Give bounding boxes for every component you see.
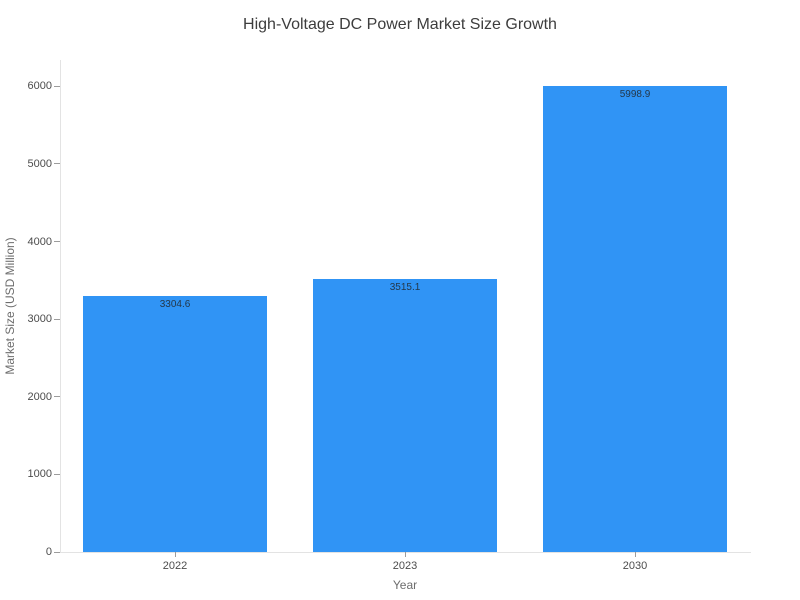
x-axis-title: Year: [392, 578, 418, 592]
x-tick-label: 2022: [162, 560, 188, 572]
y-tick-label: 0: [45, 546, 52, 558]
y-tick-label: 4000: [27, 235, 52, 248]
y-tick-mark: [54, 396, 60, 398]
y-tick-mark: [54, 85, 60, 87]
y-tick-mark: [54, 551, 60, 553]
chart-title: High-Voltage DC Power Market Size Growth: [243, 16, 557, 33]
x-tick-mark: [404, 552, 406, 557]
y-tick-label: 5000: [27, 157, 52, 170]
x-tick-mark: [174, 552, 176, 557]
y-tick-mark: [54, 241, 60, 243]
x-tick-mark: [634, 552, 636, 557]
y-tick-mark: [54, 318, 60, 320]
bar-value-label: 5998.9: [619, 89, 651, 101]
y-tick-label: 6000: [27, 80, 52, 93]
x-tick-label: 2030: [622, 560, 648, 572]
bar-value-label: 3515.1: [389, 282, 421, 294]
y-axis-line: [60, 60, 61, 553]
bar[interactable]: [543, 86, 727, 552]
y-tick-label: 3000: [27, 313, 52, 326]
x-tick-label: 2023: [392, 560, 418, 572]
y-tick-label: 2000: [27, 390, 52, 403]
y-tick-label: 1000: [27, 468, 52, 481]
y-tick-mark: [54, 163, 60, 165]
bar[interactable]: [313, 279, 497, 552]
bar[interactable]: [83, 295, 267, 552]
x-axis-line: [60, 552, 751, 553]
bar-value-label: 3304.6: [159, 298, 191, 310]
y-tick-mark: [54, 473, 60, 475]
